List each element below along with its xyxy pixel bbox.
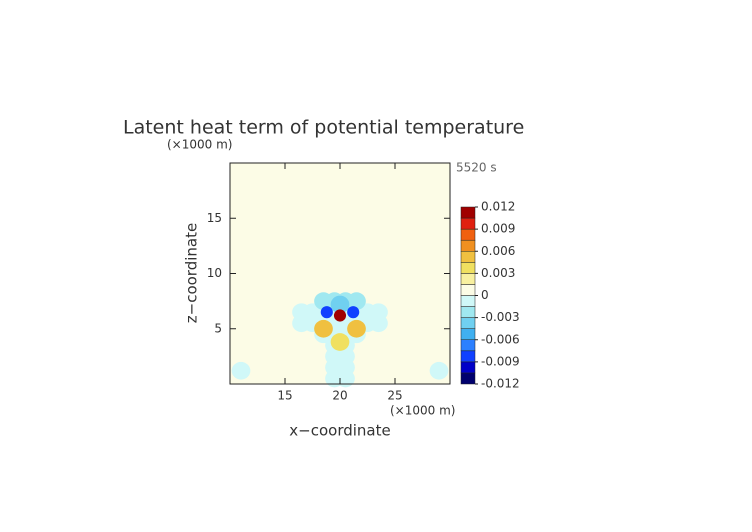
colorbar-tick-label: 0.003	[481, 266, 515, 280]
y-axis-label: z−coordinate	[183, 223, 201, 323]
x-tick-label: 20	[332, 389, 347, 403]
field-cell	[314, 319, 333, 338]
field-cell	[347, 292, 366, 310]
x-unit: (×1000 m)	[390, 404, 455, 418]
y-tick-label: 5	[214, 321, 222, 335]
field-cell	[347, 319, 366, 338]
colorbar-band	[460, 328, 476, 340]
time-annotation: 5520 s	[456, 161, 497, 175]
field-cell	[231, 361, 251, 380]
colorbar-tick-label: 0.006	[481, 244, 515, 258]
colorbar-band	[460, 284, 476, 296]
colorbar-band	[460, 273, 476, 285]
y-unit: (×1000 m)	[167, 138, 232, 152]
colorbar-tick-label: -0.012	[481, 377, 520, 391]
chart-title: Latent heat term of potential temperatur…	[123, 117, 524, 139]
colorbar-tick-label: -0.009	[481, 354, 520, 368]
colorbar-band	[460, 206, 476, 219]
x-axis-label: x−coordinate	[289, 422, 390, 440]
colorbar-tick-label: 0.009	[481, 222, 515, 236]
colorbar-band	[460, 350, 476, 363]
colorbar-band	[460, 361, 476, 374]
colorbar-band	[460, 262, 476, 274]
colorbar-band	[460, 372, 476, 385]
colorbar-tick-label: -0.006	[481, 332, 520, 346]
field	[231, 292, 449, 388]
field-cell	[429, 361, 449, 380]
field-cell	[333, 309, 347, 322]
field-cell	[330, 295, 350, 314]
colorbar-band	[460, 339, 476, 352]
x-tick-label: 25	[387, 389, 402, 403]
field-cell	[320, 306, 333, 319]
colorbar-band	[460, 228, 476, 241]
colorbar-band	[460, 251, 476, 263]
colorbar-tick-label: 0	[481, 288, 489, 302]
colorbar-band	[460, 317, 476, 329]
colorbar-tick-label: 0.012	[481, 200, 515, 214]
y-tick-label: 10	[207, 266, 222, 280]
field-cell	[369, 303, 388, 322]
field-cell	[330, 333, 350, 351]
colorbar-tick-label: -0.003	[481, 310, 520, 324]
y-tick-label: 15	[207, 211, 222, 225]
colorbar-band	[460, 217, 476, 230]
field-cell	[347, 306, 360, 319]
colorbar-band	[460, 295, 476, 307]
colorbar-band	[460, 239, 476, 252]
colorbar-band	[460, 306, 476, 318]
x-tick-label: 15	[277, 389, 292, 403]
